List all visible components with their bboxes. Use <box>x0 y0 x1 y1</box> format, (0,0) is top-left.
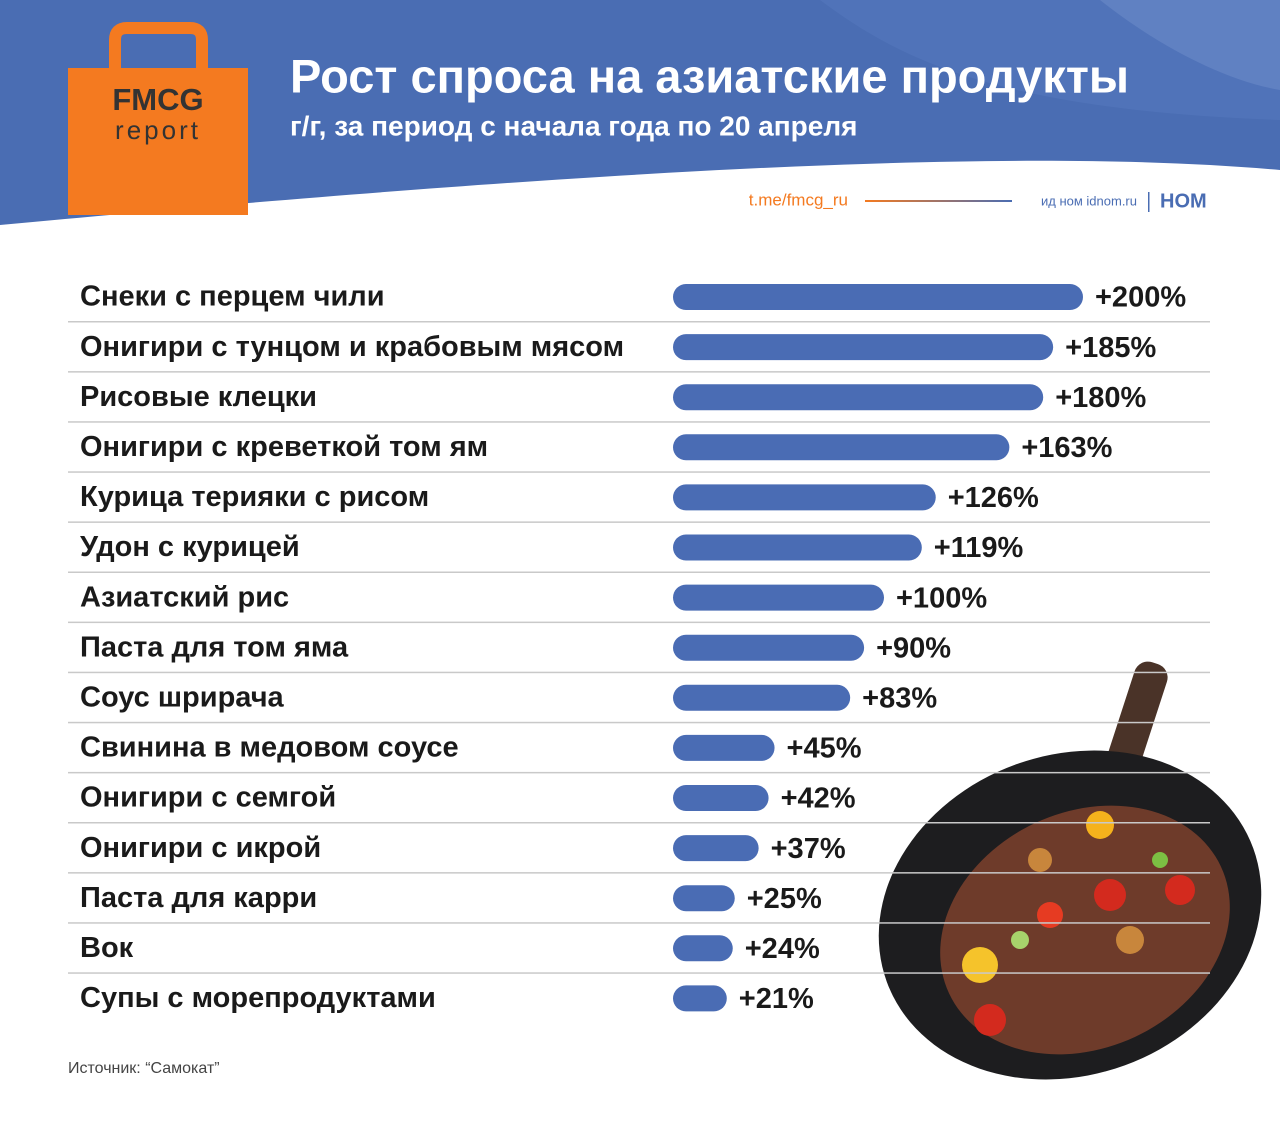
value-label: +119% <box>934 532 1024 564</box>
separator <box>1148 192 1150 212</box>
category-label: Онигири с тунцом и крабовым мясом <box>80 331 624 363</box>
row-divider <box>68 371 1210 373</box>
category-label: Снеки с перцем чили <box>80 281 385 313</box>
channel-link[interactable]: t.me/fmcg_ru <box>749 190 848 209</box>
bar <box>673 785 769 811</box>
category-label: Паста для том яма <box>80 631 349 663</box>
category-label: Азиатский рис <box>80 581 289 613</box>
bar <box>673 284 1083 310</box>
bar <box>673 734 775 761</box>
category-label: Курица терияки с рисом <box>80 481 429 513</box>
value-label: +90% <box>876 632 951 664</box>
category-label: Онигири с семгой <box>80 782 336 814</box>
wok-illustration <box>878 661 1262 1080</box>
source-note: Источник: “Самокат” <box>68 1060 220 1077</box>
value-label: +25% <box>747 883 822 915</box>
category-label: Рисовые клецки <box>80 381 317 413</box>
value-label: +185% <box>1065 332 1156 364</box>
category-label: Паста для карри <box>80 882 317 914</box>
value-label: +100% <box>896 582 987 614</box>
value-label: +24% <box>745 933 820 965</box>
value-label: +126% <box>948 482 1039 514</box>
bar <box>673 584 884 611</box>
partner-logo: НОМ <box>1160 190 1207 212</box>
value-label: +21% <box>739 983 814 1015</box>
category-label: Онигири с креветкой том ям <box>80 431 488 463</box>
category-label: Вок <box>80 932 134 964</box>
bar <box>673 684 851 711</box>
bar <box>673 534 922 561</box>
logo-text: report <box>115 115 201 145</box>
category-label: Удон с курицей <box>80 531 300 563</box>
bar <box>673 434 1010 461</box>
bar <box>673 935 733 962</box>
row-divider <box>68 671 1210 674</box>
row-divider <box>68 721 1210 724</box>
chart-title: Рост спроса на азиатские продукты <box>290 49 1129 102</box>
value-label: +37% <box>771 833 846 865</box>
category-label: Свинина в медовом соусе <box>80 732 459 764</box>
bar <box>673 985 727 1012</box>
header-wave <box>1100 0 1280 90</box>
value-label: +45% <box>787 733 862 765</box>
row-divider <box>68 471 1210 473</box>
value-label: +83% <box>862 682 937 714</box>
bar <box>673 384 1044 411</box>
value-label: +163% <box>1021 432 1112 464</box>
row-divider <box>68 621 1210 624</box>
row-divider <box>68 321 1210 323</box>
partner-link[interactable]: ид ном idnom.ru <box>1041 193 1137 208</box>
category-label: Соус шрирача <box>80 681 285 713</box>
bar <box>673 835 759 862</box>
category-label: Супы с морепродуктами <box>80 982 436 1014</box>
bar <box>673 885 735 912</box>
bar <box>673 334 1054 361</box>
bar <box>673 634 865 661</box>
bar <box>673 484 936 511</box>
value-label: +42% <box>781 783 856 815</box>
row-divider <box>68 771 1210 774</box>
row-divider <box>68 922 1210 924</box>
row-divider <box>68 972 1210 974</box>
logo-text: FMCG <box>112 82 203 117</box>
row-divider <box>68 421 1210 423</box>
chart-subtitle: г/г, за период с начала года по 20 апрел… <box>290 110 857 141</box>
row-divider <box>68 822 1210 824</box>
row-divider <box>68 571 1210 573</box>
category-label: Онигири с икрой <box>80 832 321 864</box>
bag <box>68 68 248 215</box>
value-label: +200% <box>1095 282 1186 314</box>
divider <box>865 200 1012 202</box>
bag-handle <box>109 22 208 70</box>
value-label: +180% <box>1055 382 1146 414</box>
row-divider <box>68 872 1210 874</box>
row-divider <box>68 521 1210 523</box>
